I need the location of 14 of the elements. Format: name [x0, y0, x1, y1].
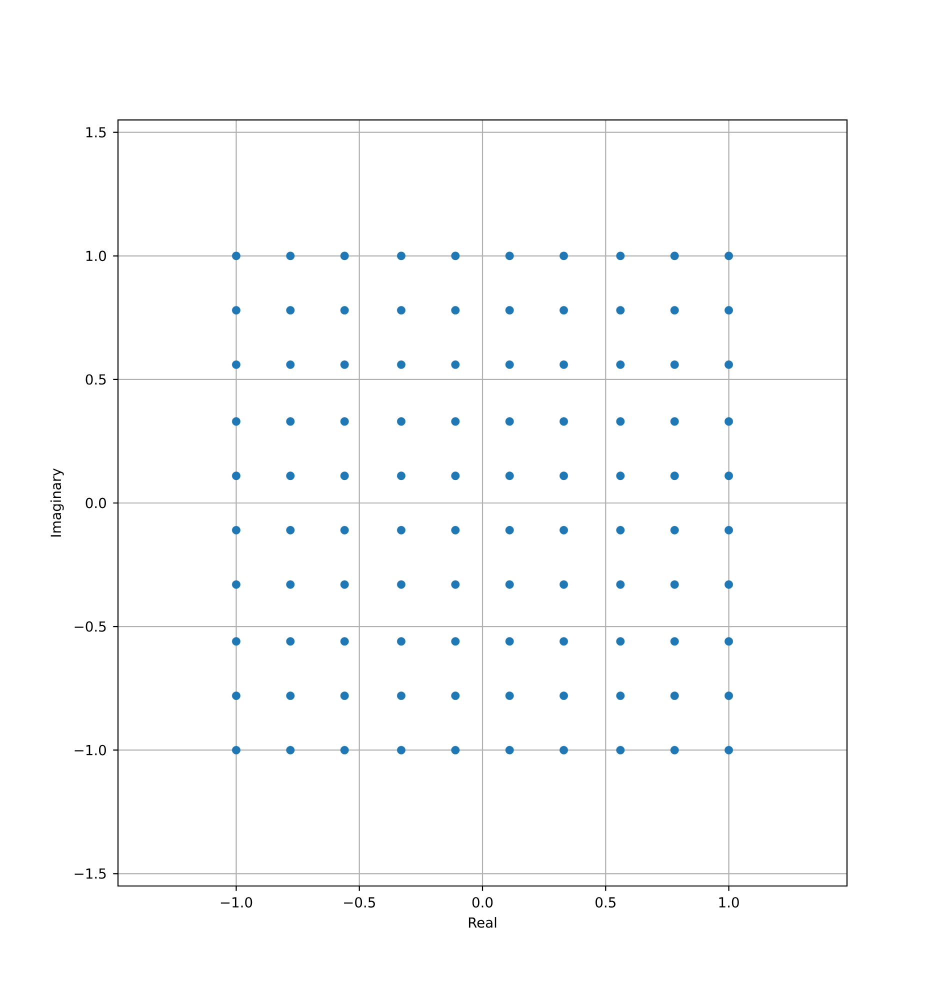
y-tick-label: −1.5	[74, 868, 106, 879]
x-tick-label: −1.0	[220, 897, 252, 908]
x-tick-label: 0.0	[472, 897, 493, 908]
x-tick-label: 0.5	[596, 897, 616, 908]
y-tick-label: −0.5	[74, 621, 106, 632]
y-tick-label: 0.0	[86, 498, 106, 508]
y-axis-title: Imaginary	[50, 468, 64, 537]
x-axis-title: Real	[468, 917, 496, 928]
y-tick-label: 1.0	[86, 250, 106, 262]
y-tick-label: 1.5	[86, 127, 106, 138]
x-tick-label: −0.5	[344, 897, 375, 908]
y-tick-label: −1.0	[74, 744, 106, 756]
y-tick-label: 0.5	[86, 374, 106, 385]
x-tick-label: 1.0	[719, 897, 739, 908]
